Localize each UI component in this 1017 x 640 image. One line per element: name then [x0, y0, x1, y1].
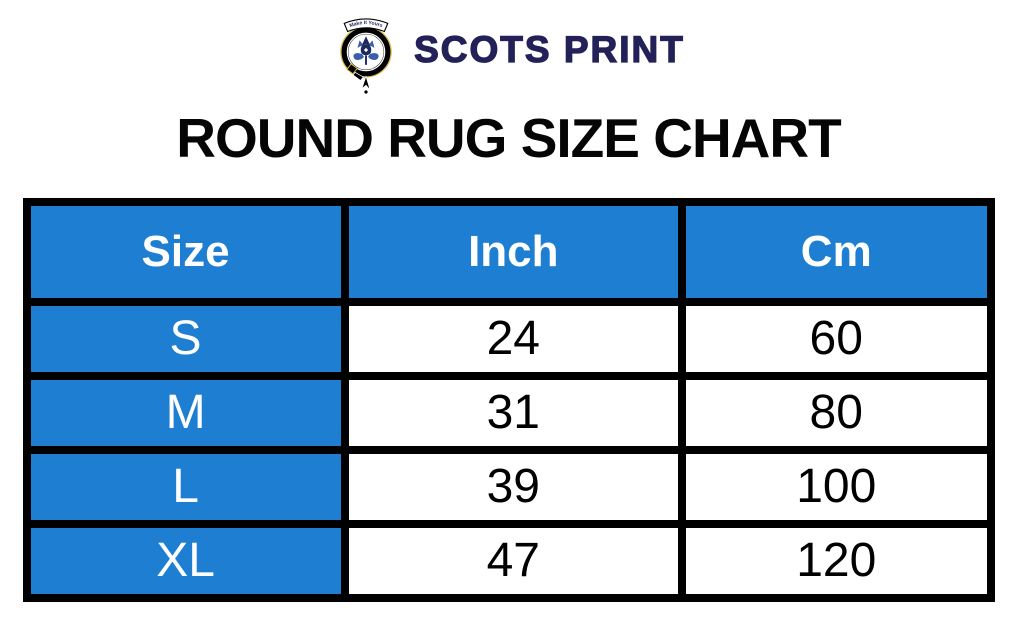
- size-cell: S: [22, 297, 349, 380]
- column-header-size: Size: [22, 197, 349, 306]
- size-chart-table: Size Inch Cm S 24 60 M 31 80 L 3: [22, 197, 995, 602]
- header-row: Size Inch Cm: [22, 197, 995, 306]
- column-header-inch: Inch: [340, 197, 687, 306]
- crest-banner-text: Make It Yours: [349, 20, 384, 29]
- inch-cell: 47: [340, 519, 687, 602]
- table-row: L 39 100: [22, 445, 995, 528]
- page-title: ROUND RUG SIZE CHART: [176, 107, 841, 169]
- size-cell: L: [22, 445, 349, 528]
- size-chart-table-wrap: Size Inch Cm S 24 60 M 31 80 L 3: [22, 197, 995, 602]
- cm-cell: 80: [678, 371, 995, 454]
- table-row: XL 47 120: [22, 519, 995, 602]
- inch-cell: 24: [340, 297, 687, 380]
- brand-name: SCOTS PRINT: [413, 28, 685, 70]
- svg-text:Make It Yours: Make It Yours: [349, 20, 384, 29]
- scots-print-crest-icon: Make It Yours: [340, 18, 392, 94]
- column-header-cm: Cm: [678, 197, 995, 306]
- size-cell: M: [22, 371, 349, 454]
- inch-cell: 31: [340, 371, 687, 454]
- table-row: M 31 80: [22, 371, 995, 454]
- cm-cell: 120: [678, 519, 995, 602]
- brand-header: Make It Yours SCOTS PRINT: [0, 0, 1017, 104]
- cm-cell: 60: [678, 297, 995, 380]
- cm-cell: 100: [678, 445, 995, 528]
- size-cell: XL: [22, 519, 349, 602]
- table-row: S 24 60: [22, 297, 995, 380]
- inch-cell: 39: [340, 445, 687, 528]
